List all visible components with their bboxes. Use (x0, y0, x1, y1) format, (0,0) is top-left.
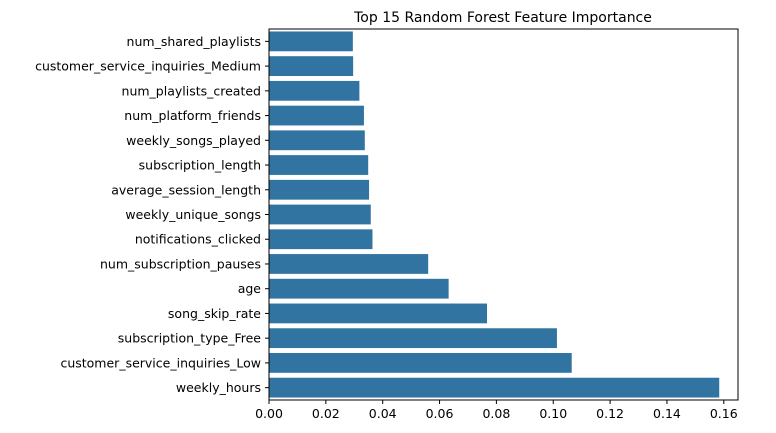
x-tick-label: 0.12 (596, 406, 624, 421)
x-tick-label: 0.10 (539, 406, 567, 421)
y-tick-label: customer_service_inquiries_Medium (35, 59, 261, 74)
x-tick-label: 0.08 (482, 406, 510, 421)
y-tick-label: num_platform_friends (124, 108, 261, 123)
x-tick-label: 0.14 (653, 406, 681, 421)
bar (269, 278, 449, 299)
bar (269, 179, 370, 200)
x-tick-label: 0.02 (312, 406, 340, 421)
bar (269, 56, 354, 76)
chart-title: Top 15 Random Forest Feature Importance (353, 10, 652, 26)
bar (269, 155, 369, 175)
y-tick-labels: num_shared_playlists customer_service_inq… (35, 34, 269, 395)
y-tick-label: num_playlists_created (122, 83, 261, 98)
bar (269, 377, 720, 398)
y-tick-label: average_session_length (111, 182, 261, 197)
y-tick-label: age (238, 281, 262, 296)
plot-frame (268, 28, 739, 401)
y-tick-label: weekly_unique_songs (125, 207, 261, 222)
bar (269, 254, 429, 274)
bar (269, 130, 365, 151)
y-tick-label: weekly_songs_played (126, 133, 261, 148)
y-tick-label: subscription_length (139, 158, 261, 173)
x-tick-label: 0.06 (426, 406, 454, 421)
bar (269, 105, 364, 126)
y-tick-label: customer_service_inquiries_Low (60, 355, 261, 370)
y-tick-label: num_shared_playlists (127, 34, 261, 49)
bar (269, 353, 572, 373)
y-tick-label: num_subscription_pauses (100, 256, 261, 271)
x-ticks: 0.00 0.02 0.04 0.06 0.08 0.10 0.12 0.14 0.16 (255, 400, 738, 421)
bar (269, 229, 373, 250)
bar (269, 303, 488, 324)
bars-group (269, 31, 720, 398)
bar (269, 80, 360, 101)
x-tick-label: 0.16 (710, 406, 738, 421)
y-tick-label: weekly_hours (176, 380, 261, 395)
x-tick-label: 0.00 (255, 406, 283, 421)
bar (269, 328, 557, 349)
y-tick-label: subscription_type_Free (118, 331, 262, 346)
bar (269, 204, 371, 225)
y-tick-label: song_skip_rate (168, 306, 261, 321)
bar (269, 31, 353, 52)
x-tick-label: 0.04 (369, 406, 397, 421)
y-tick-label: notifications_clicked (135, 232, 261, 247)
